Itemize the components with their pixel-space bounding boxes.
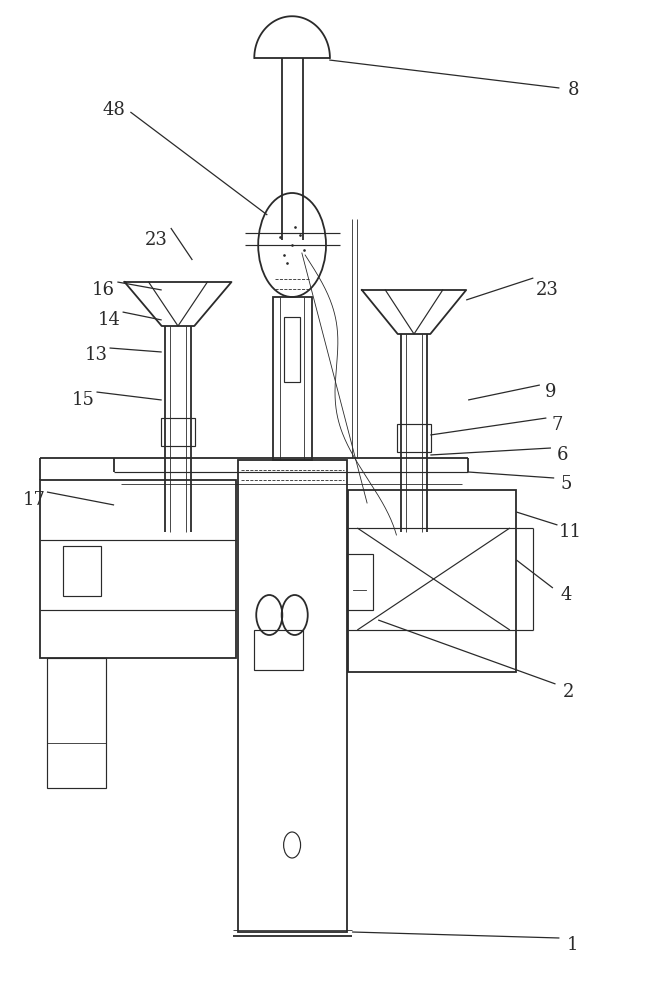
Text: 5: 5 xyxy=(560,475,572,493)
Bar xyxy=(348,490,516,672)
Text: 1: 1 xyxy=(567,936,578,954)
Text: 16: 16 xyxy=(91,281,115,299)
Text: 48: 48 xyxy=(102,101,126,119)
Text: 17: 17 xyxy=(22,491,46,509)
Bar xyxy=(63,546,101,596)
Text: 4: 4 xyxy=(560,586,572,604)
Text: 8: 8 xyxy=(568,81,580,99)
Text: 11: 11 xyxy=(559,523,582,541)
Bar xyxy=(161,418,195,446)
Bar xyxy=(284,317,300,382)
Text: 23: 23 xyxy=(536,281,559,299)
Text: 13: 13 xyxy=(85,346,108,364)
Text: 23: 23 xyxy=(145,231,168,249)
Bar xyxy=(397,424,431,452)
Bar xyxy=(273,297,312,460)
Bar xyxy=(347,554,373,610)
Text: 14: 14 xyxy=(98,311,121,329)
Bar xyxy=(254,630,303,670)
Text: 7: 7 xyxy=(552,416,563,434)
Bar xyxy=(47,658,106,788)
Text: 15: 15 xyxy=(72,391,95,409)
Text: 9: 9 xyxy=(545,383,557,401)
Text: 2: 2 xyxy=(563,683,574,701)
Text: 6: 6 xyxy=(556,446,568,464)
Bar xyxy=(40,480,236,658)
Bar xyxy=(238,460,347,932)
